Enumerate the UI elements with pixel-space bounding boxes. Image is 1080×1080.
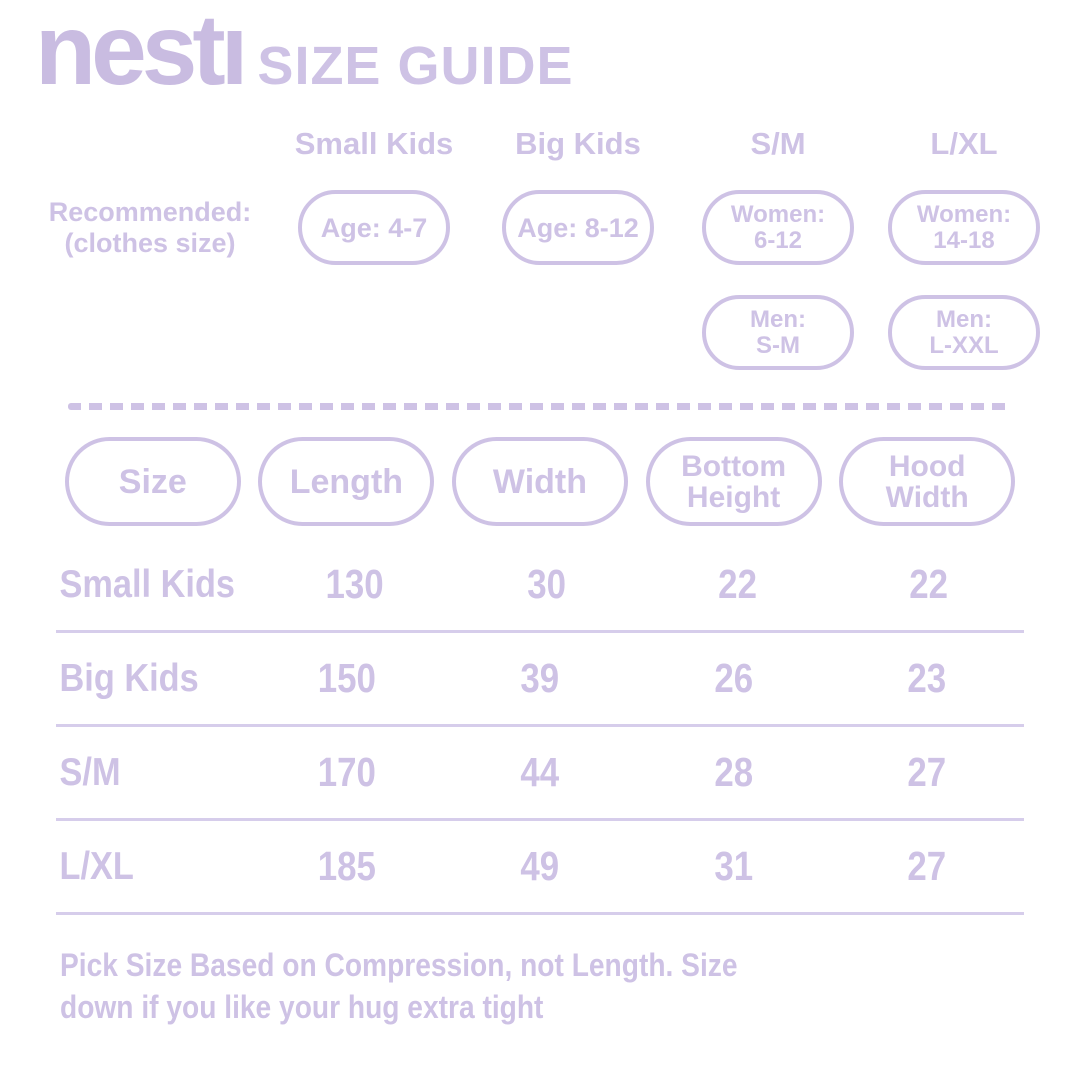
length-value: 150 <box>317 655 376 701</box>
cell-sm-men: Men: S-M <box>678 295 878 370</box>
length-value: 170 <box>317 749 376 795</box>
pill-lxl-men: Men: L-XXL <box>888 295 1040 370</box>
pill-lxl-men-line2: L-XXL <box>929 331 999 359</box>
logo-i: ı <box>221 0 249 100</box>
recommended-label: Recommended: (clothes size) <box>30 190 270 265</box>
row-label: Big Kids <box>59 656 199 700</box>
header-width-text: Width <box>492 462 588 501</box>
pill-small-kids-age: Age: 4-7 <box>298 190 450 265</box>
header-pill-width: Width <box>451 437 628 526</box>
column-header-lxl: L/XL <box>930 126 998 161</box>
column-header-small-kids: Small Kids <box>294 126 454 161</box>
width-value: 30 <box>526 561 566 607</box>
cell-sm-women: Women: 6-12 <box>678 190 878 265</box>
length-value: 185 <box>317 843 376 889</box>
row-label: Small Kids <box>59 562 235 606</box>
table-row-big-kids: Big Kids 150 39 26 23 <box>56 633 1024 727</box>
recommended-label-line1: Recommended: <box>48 196 252 227</box>
pill-sm-women: Women: 6-12 <box>702 190 854 265</box>
column-header-sm: S/M <box>750 126 806 161</box>
table-row-small-kids: Small Kids 130 30 22 22 <box>56 539 1024 633</box>
size-table: Size Length Width Bottom Height Hood Wid… <box>56 437 1024 915</box>
cell-lxl-women: Women: 14-18 <box>878 190 1050 265</box>
bottom-height-value: 26 <box>714 655 753 701</box>
page-title: SIZE GUIDE <box>257 36 574 96</box>
pill-lxl-women: Women: 14-18 <box>888 190 1040 265</box>
spacer <box>30 126 270 166</box>
row-label: S/M <box>59 750 121 794</box>
width-value: 39 <box>520 655 560 701</box>
spacer <box>30 295 270 370</box>
cell-lxl-men: Men: L-XXL <box>878 295 1050 370</box>
recommended-label-line2: (clothes size) <box>64 227 236 258</box>
logo-text: nest <box>35 0 226 106</box>
column-header-big-kids: Big Kids <box>515 126 641 161</box>
header-size-text: Size <box>118 462 187 501</box>
dashed-divider <box>68 403 1012 410</box>
header-bottom-line1: Bottom <box>681 449 787 483</box>
hood-width-value: 27 <box>907 749 947 795</box>
width-value: 44 <box>520 749 560 795</box>
table-row-sm: S/M 170 44 28 27 <box>56 727 1024 821</box>
logo-i-stem: ı <box>220 0 249 106</box>
brand-logo: nest ı <box>35 0 249 106</box>
header-pill-bottom-height: Bottom Height <box>645 437 822 526</box>
length-value: 130 <box>325 561 385 607</box>
footer-note: Pick Size Based on Compression, not Leng… <box>60 944 922 1028</box>
row-label: L/XL <box>59 844 134 888</box>
footer-note-line2: down if you like your hug extra tight <box>60 989 544 1025</box>
pill-big-kids-age-text: Age: 8-12 <box>517 212 639 243</box>
pill-sm-men-line1: Men: <box>750 305 806 333</box>
pill-sm-women-line2: 6-12 <box>753 226 803 254</box>
pill-big-kids-age: Age: 8-12 <box>502 190 654 265</box>
footer-note-line1: Pick Size Based on Compression, not Leng… <box>60 947 738 983</box>
recommended-section: Small Kids Big Kids S/M L/XL Recommended… <box>30 126 1050 370</box>
header-pill-length: Length <box>258 437 435 526</box>
table-row-lxl: L/XL 185 49 31 27 <box>56 821 1024 915</box>
hood-width-value: 22 <box>909 561 948 607</box>
width-value: 49 <box>520 843 560 889</box>
cell-big-kids-age: Age: 8-12 <box>478 190 678 265</box>
pill-sm-men: Men: S-M <box>702 295 854 370</box>
pill-sm-men-line2: S-M <box>756 331 800 359</box>
bottom-height-value: 22 <box>717 561 757 607</box>
bottom-height-value: 31 <box>714 843 753 889</box>
header-pill-hood-width: Hood Width <box>839 437 1016 526</box>
pill-sm-women-line1: Women: <box>730 200 826 228</box>
header-hood-line2: Width <box>885 480 969 514</box>
bottom-height-value: 28 <box>714 749 753 795</box>
brand-header: nest ı SIZE GUIDE <box>35 0 573 100</box>
pill-lxl-men-line1: Men: <box>936 305 992 333</box>
header-length-text: Length <box>289 462 404 501</box>
pill-lxl-women-line2: 14-18 <box>933 226 995 254</box>
spacer <box>270 295 478 370</box>
header-pill-size: Size <box>64 437 241 526</box>
header-hood-line1: Hood <box>888 449 966 483</box>
hood-width-value: 23 <box>907 655 947 701</box>
pill-small-kids-age-text: Age: 4-7 <box>320 212 428 243</box>
pill-lxl-women-line1: Women: <box>916 200 1012 228</box>
header-bottom-line2: Height <box>686 480 781 514</box>
hood-width-value: 27 <box>907 843 947 889</box>
spacer <box>478 295 678 370</box>
size-table-header-row: Size Length Width Bottom Height Hood Wid… <box>56 437 1024 526</box>
cell-small-kids-age: Age: 4-7 <box>270 190 478 265</box>
